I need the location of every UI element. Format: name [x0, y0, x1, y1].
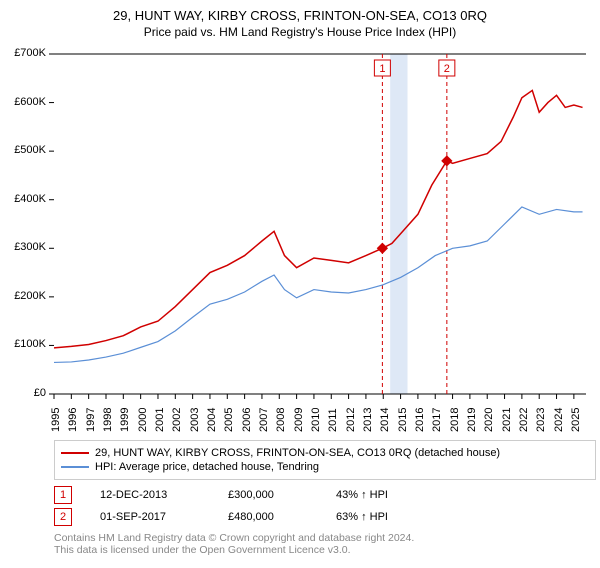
- sale-delta: 43% ↑ HPI: [336, 489, 388, 501]
- x-tick-label: 2007: [258, 408, 270, 432]
- sale-row: 1 12-DEC-2013 £300,000 43% ↑ HPI: [54, 486, 388, 504]
- x-tick-label: 2001: [154, 408, 166, 432]
- y-tick-label: £100K: [0, 338, 46, 350]
- x-tick-label: 1996: [67, 408, 79, 432]
- x-tick-label: 2022: [518, 408, 530, 432]
- x-tick-label: 2021: [501, 408, 513, 432]
- sale-price: £300,000: [228, 489, 308, 501]
- legend-swatch-hpi: [61, 466, 89, 468]
- x-tick-label: 2017: [431, 408, 443, 432]
- x-tick-label: 2020: [483, 408, 495, 432]
- sale-badge: 1: [54, 486, 72, 504]
- svg-text:1: 1: [379, 63, 385, 75]
- x-tick-label: 2011: [327, 408, 339, 432]
- sale-row: 2 01-SEP-2017 £480,000 63% ↑ HPI: [54, 508, 388, 526]
- x-tick-label: 2008: [275, 408, 287, 432]
- sales-table: 1 12-DEC-2013 £300,000 43% ↑ HPI 2 01-SEP-201…: [54, 482, 388, 530]
- svg-text:2: 2: [444, 63, 450, 75]
- y-tick-label: £0: [0, 387, 46, 399]
- y-tick-label: £600K: [0, 96, 46, 108]
- x-tick-label: 2024: [553, 408, 565, 432]
- x-tick-label: 1998: [102, 408, 114, 432]
- legend: 29, HUNT WAY, KIRBY CROSS, FRINTON-ON-SE…: [54, 440, 596, 480]
- x-tick-label: 2005: [223, 408, 235, 432]
- sale-price: £480,000: [228, 511, 308, 523]
- x-tick-label: 1999: [119, 408, 131, 432]
- x-tick-label: 2012: [345, 408, 357, 432]
- sale-badge: 2: [54, 508, 72, 526]
- y-tick-label: £700K: [0, 47, 46, 59]
- x-tick-label: 2018: [449, 408, 461, 432]
- legend-label-hpi: HPI: Average price, detached house, Tend…: [95, 461, 319, 473]
- x-tick-label: 2015: [397, 408, 409, 432]
- x-tick-label: 2010: [310, 408, 322, 432]
- x-tick-label: 2025: [570, 408, 582, 432]
- footnote: Contains HM Land Registry data © Crown c…: [54, 532, 414, 556]
- footnote-line1: Contains HM Land Registry data © Crown c…: [54, 532, 414, 544]
- sale-date: 01-SEP-2017: [100, 511, 200, 523]
- x-tick-label: 2019: [466, 408, 478, 432]
- x-tick-label: 2000: [137, 408, 149, 432]
- x-tick-label: 2013: [362, 408, 374, 432]
- legend-item-hpi: HPI: Average price, detached house, Tend…: [61, 461, 589, 473]
- x-tick-label: 2003: [189, 408, 201, 432]
- x-tick-label: 2002: [171, 408, 183, 432]
- x-tick-label: 2016: [414, 408, 426, 432]
- y-tick-label: £300K: [0, 241, 46, 253]
- y-tick-label: £400K: [0, 193, 46, 205]
- x-tick-label: 2006: [241, 408, 253, 432]
- x-tick-label: 2014: [379, 408, 391, 432]
- y-tick-label: £500K: [0, 144, 46, 156]
- y-tick-label: £200K: [0, 290, 46, 302]
- legend-label-property: 29, HUNT WAY, KIRBY CROSS, FRINTON-ON-SE…: [95, 447, 500, 459]
- sale-delta: 63% ↑ HPI: [336, 511, 388, 523]
- sale-date: 12-DEC-2013: [100, 489, 200, 501]
- legend-swatch-property: [61, 452, 89, 454]
- footnote-line2: This data is licensed under the Open Gov…: [54, 544, 414, 556]
- x-tick-label: 2023: [535, 408, 547, 432]
- x-tick-label: 1995: [50, 408, 62, 432]
- legend-item-property: 29, HUNT WAY, KIRBY CROSS, FRINTON-ON-SE…: [61, 447, 589, 459]
- x-tick-label: 1997: [85, 408, 97, 432]
- x-tick-label: 2009: [293, 408, 305, 432]
- x-tick-label: 2004: [206, 408, 218, 432]
